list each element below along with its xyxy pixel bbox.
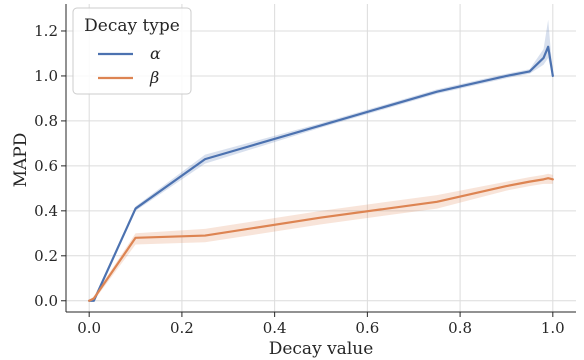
confidence-bands: [89, 19, 553, 301]
series-lines: [88, 45, 554, 302]
y-ticks: 0.0 0.2 0.4 0.6 0.8 1.0 1.2: [34, 22, 66, 310]
y-axis-label: MAPD: [11, 133, 31, 188]
axes: [65, 4, 576, 313]
x-tick-label-4: 0.8: [448, 319, 472, 337]
x-tick-label-1: 0.2: [170, 319, 194, 337]
x-tick-label-2: 0.4: [263, 319, 287, 337]
y-tick-label-5: 1.0: [34, 67, 58, 85]
x-tick-label-3: 0.6: [355, 319, 379, 337]
y-tick-label-0: 0.0: [34, 292, 58, 310]
y-tick-label-6: 1.2: [34, 22, 58, 40]
x-ticks: 0.0 0.2 0.4 0.6 0.8 1.0: [77, 312, 565, 337]
series-1-band: [89, 173, 553, 301]
legend-label-beta: β: [149, 68, 159, 87]
series-0-band: [89, 19, 553, 301]
x-tick-label-0: 0.0: [77, 319, 101, 337]
legend-label-alpha: α: [150, 44, 161, 63]
y-tick-label-3: 0.6: [34, 157, 58, 175]
y-tick-label-2: 0.4: [34, 202, 58, 220]
x-axis-label: Decay value: [269, 339, 374, 359]
legend: Decay type α β: [72, 7, 192, 95]
series-1-line: [88, 177, 554, 302]
y-tick-label-4: 0.8: [34, 112, 58, 130]
x-tick-label-5: 1.0: [541, 319, 565, 337]
legend-title: Decay type: [84, 16, 180, 36]
series-0-line: [88, 45, 554, 302]
y-tick-label-1: 0.2: [34, 247, 58, 265]
legend-frame: [72, 7, 192, 95]
